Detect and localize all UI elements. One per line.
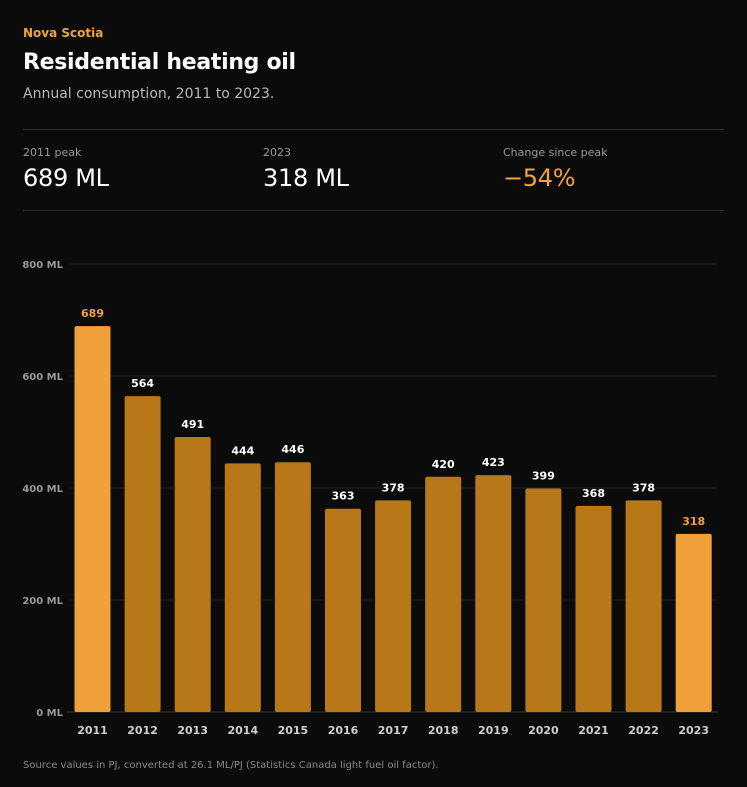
bar-2022: [625, 500, 662, 712]
x-tick-label: 2021: [578, 724, 609, 737]
y-tick-label: 200 ML: [22, 596, 63, 607]
data-label: 689: [81, 307, 104, 320]
divider-top: [23, 129, 724, 130]
bar-2013: [174, 437, 211, 712]
data-label: 378: [632, 481, 655, 494]
stat-peak-label: 2011 peak: [23, 146, 82, 159]
x-tick-label: 2023: [678, 724, 709, 737]
stat-latest: 2023 318 ML: [263, 146, 349, 192]
data-label: 564: [131, 377, 154, 390]
stat-change-label: Change since peak: [503, 146, 608, 159]
data-label: 368: [582, 487, 605, 500]
x-tick-label: 2011: [77, 724, 108, 737]
bar-2020: [525, 488, 562, 712]
y-tick-label: 600 ML: [22, 372, 63, 383]
region-eyebrow: Nova Scotia: [23, 26, 104, 40]
bar-2015: [274, 462, 311, 712]
bar-chart: 0 ML 200 ML 400 ML 600 ML 800 ML 689 2011 564 20…: [22, 260, 718, 737]
bar-2012: [124, 396, 161, 712]
stat-peak: 2011 peak 689 ML: [23, 146, 109, 192]
x-tick-label: 2014: [227, 724, 258, 737]
data-label: 491: [181, 418, 204, 431]
stat-peak-value: 689 ML: [23, 164, 109, 192]
data-label: 420: [432, 458, 455, 471]
x-tick-label: 2015: [278, 724, 309, 737]
chart-subtitle: Annual consumption, 2011 to 2023.: [23, 86, 275, 102]
y-tick-label: 400 ML: [22, 484, 63, 495]
source-note: Source values in PJ, converted at 26.1 M…: [23, 760, 439, 771]
stat-latest-label: 2023: [263, 146, 291, 159]
chart-title: Residential heating oil: [23, 50, 296, 75]
data-label: 446: [281, 443, 304, 456]
x-tick-label: 2018: [428, 724, 459, 737]
x-tick-label: 2022: [628, 724, 659, 737]
data-label: 399: [532, 470, 555, 483]
y-tick-label: 0 ML: [36, 708, 63, 719]
bar-2014: [224, 463, 261, 712]
data-label: 378: [382, 481, 405, 494]
bar-2018: [425, 476, 462, 712]
bar-2017: [375, 500, 412, 712]
x-tick-label: 2016: [328, 724, 359, 737]
divider-bottom: [23, 210, 724, 211]
bar-2011: [74, 326, 111, 712]
bar-2021: [575, 505, 612, 712]
x-tick-label: 2020: [528, 724, 559, 737]
data-label: 363: [332, 490, 355, 503]
data-label: 444: [231, 444, 254, 457]
stat-latest-value: 318 ML: [263, 164, 349, 192]
x-tick-label: 2012: [127, 724, 158, 737]
y-tick-label: 800 ML: [22, 260, 63, 271]
x-tick-label: 2013: [177, 724, 208, 737]
data-label: 423: [482, 456, 505, 469]
bar-2023: [675, 533, 712, 712]
stat-change-value: −54%: [503, 164, 576, 192]
data-label: 318: [682, 515, 705, 528]
bar-2019: [475, 475, 512, 712]
stat-change: Change since peak −54%: [503, 146, 608, 192]
x-tick-label: 2019: [478, 724, 509, 737]
x-tick-label: 2017: [378, 724, 409, 737]
bar-2016: [325, 508, 361, 712]
